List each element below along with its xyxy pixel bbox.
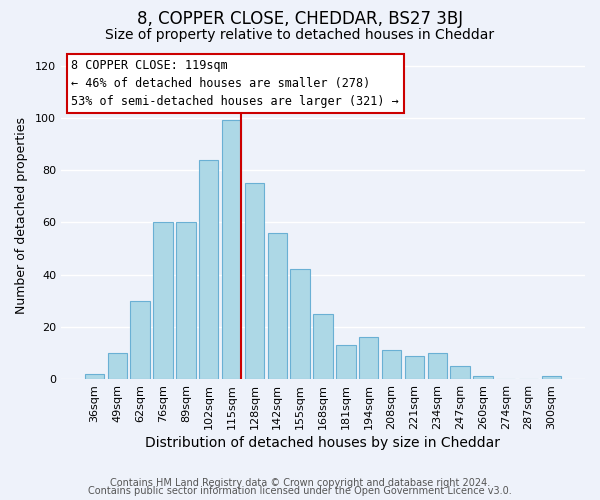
Bar	[428, 353, 447, 379]
Text: Contains public sector information licensed under the Open Government Licence v3: Contains public sector information licen…	[88, 486, 512, 496]
Bar	[268, 233, 287, 379]
Bar	[313, 314, 332, 379]
Bar	[176, 222, 196, 379]
Text: 8, COPPER CLOSE, CHEDDAR, BS27 3BJ: 8, COPPER CLOSE, CHEDDAR, BS27 3BJ	[137, 10, 463, 28]
Bar	[451, 366, 470, 379]
Text: Contains HM Land Registry data © Crown copyright and database right 2024.: Contains HM Land Registry data © Crown c…	[110, 478, 490, 488]
Bar	[473, 376, 493, 379]
Bar	[85, 374, 104, 379]
Bar	[107, 353, 127, 379]
Bar	[336, 345, 356, 379]
Bar	[245, 183, 264, 379]
Bar	[199, 160, 218, 379]
Bar	[154, 222, 173, 379]
Bar	[382, 350, 401, 379]
Bar	[542, 376, 561, 379]
Bar	[359, 338, 379, 379]
Text: 8 COPPER CLOSE: 119sqm
← 46% of detached houses are smaller (278)
53% of semi-de: 8 COPPER CLOSE: 119sqm ← 46% of detached…	[71, 59, 399, 108]
Bar	[404, 356, 424, 379]
Y-axis label: Number of detached properties: Number of detached properties	[15, 118, 28, 314]
Bar	[130, 300, 150, 379]
X-axis label: Distribution of detached houses by size in Cheddar: Distribution of detached houses by size …	[145, 436, 500, 450]
Bar	[290, 270, 310, 379]
Bar	[222, 120, 241, 379]
Text: Size of property relative to detached houses in Cheddar: Size of property relative to detached ho…	[106, 28, 494, 42]
